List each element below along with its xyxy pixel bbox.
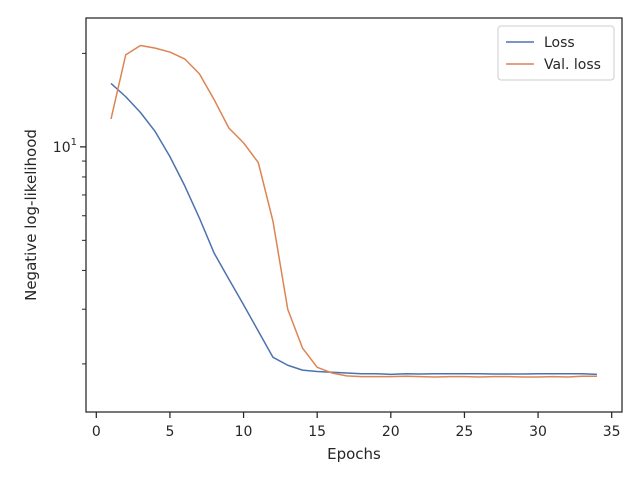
plot-frame (85, 17, 623, 413)
y-axis-label: Negative log-likelihood (22, 129, 40, 301)
x-tick-label: 5 (165, 424, 174, 440)
legend-box (497, 25, 615, 81)
y-tick-label: 101 (53, 137, 77, 156)
x-axis-ticks: 0 5 10 15 20 25 30 35 (92, 412, 621, 440)
x-tick-label: 0 (92, 424, 101, 440)
legend-label: Val. loss (544, 57, 601, 73)
series-layer (110, 44, 598, 378)
series-line-1 (110, 44, 597, 378)
plot-background (86, 18, 622, 412)
x-tick-label: 10 (235, 424, 253, 440)
x-tick-label: 30 (529, 424, 547, 440)
x-tick-label: 20 (382, 424, 400, 440)
legend-label: Loss (544, 35, 575, 51)
legend: Loss Val. loss (497, 25, 615, 81)
series-line-0 (110, 82, 598, 376)
x-axis-label: Epochs (327, 445, 381, 463)
x-tick-label: 25 (456, 424, 474, 440)
x-tick-label: 15 (308, 424, 326, 440)
y-axis-ticks: 101 (53, 52, 86, 365)
x-tick-label: 35 (603, 424, 621, 440)
